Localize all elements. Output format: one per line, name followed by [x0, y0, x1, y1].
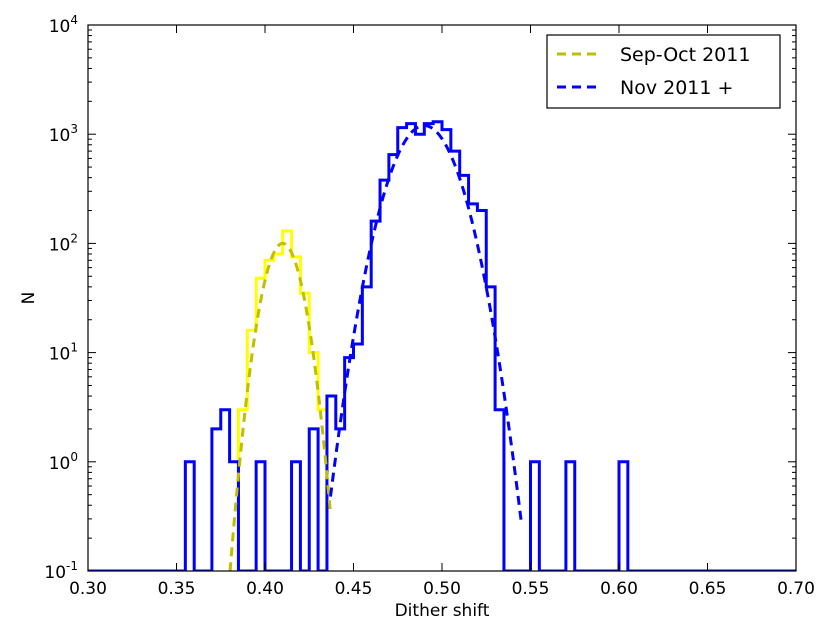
x-tick-label: 0.40 [246, 579, 284, 599]
y-tick-label: 104 [49, 13, 78, 37]
y-tick-label: 101 [49, 341, 78, 365]
x-tick-label: 0.50 [423, 579, 461, 599]
y-tick-label: 103 [49, 122, 78, 146]
y-tick-label: 102 [49, 231, 78, 255]
x-tick-label: 0.70 [777, 579, 815, 599]
x-tick-label: 0.55 [512, 579, 550, 599]
y-tick-label: 10-1 [44, 559, 78, 583]
legend-box [546, 34, 781, 109]
x-tick-label: 0.60 [600, 579, 638, 599]
x-tick-label: 0.35 [158, 579, 196, 599]
y-tick-label: 100 [49, 450, 78, 474]
x-axis-label: Dither shift [395, 601, 490, 621]
legend-label: Sep-Oct 2011 [620, 44, 750, 66]
histogram-nov [88, 120, 796, 571]
x-tick-label: 0.65 [689, 579, 727, 599]
x-tick-label: 0.30 [69, 579, 107, 599]
y-axis-label: N [19, 292, 39, 305]
legend: Sep-Oct 2011 Nov 2011 + [546, 34, 781, 109]
x-tick-label: 0.45 [335, 579, 373, 599]
fit-curve-sep-oct [228, 241, 332, 571]
fit-curve-nov [329, 124, 524, 526]
legend-label: Nov 2011 + [620, 77, 733, 99]
